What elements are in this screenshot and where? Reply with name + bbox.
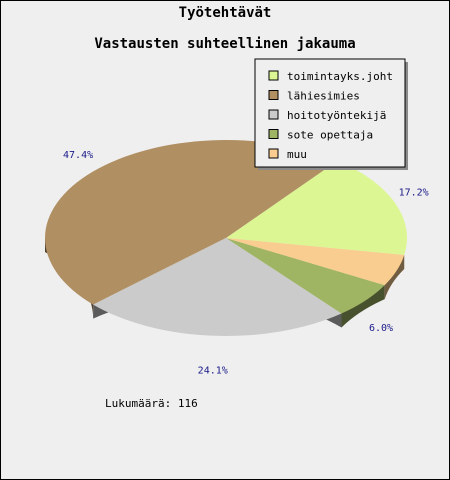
pct-label-lahiesimies: 47.4% [63,150,93,161]
legend-label-muu: muu [287,148,307,161]
legend-swatch-toimintayks-joht [268,70,279,81]
legend-swatch-hoitotyontekija [268,109,279,120]
legend-swatch-lahiesimies [268,90,279,100]
slice-muu [226,238,405,286]
legend-swatch-sote-opettaja [268,129,279,139]
pct-label-toimintayks-joht: 17.2% [399,188,429,199]
pct-label-sote-opettaja: 6.0% [369,323,393,334]
legend-label-sote-opettaja: sote opettaja [287,129,373,142]
slice-toimintayks-joht [226,160,408,256]
count-label: Lukumäärä: 116 [105,397,198,410]
legend-swatch-muu [268,148,279,159]
slice-hoitotyontekija [93,238,342,337]
legend-label-toimintayks-joht: toimintayks.joht [287,70,393,83]
legend-label-lahiesimies: lähiesimies [287,90,360,103]
legend: toimintayks.joht lähiesimies hoitotyönteki… [254,58,408,170]
slice-side-sote-opettaja [341,285,385,328]
pct-label-hoitotyontekija: 24.1% [198,366,228,377]
chart-title: Työtehtävät [178,5,272,21]
slice-sote-opettaja [226,238,385,314]
chart-subtitle: Vastausten suhteellinen jakauma [94,36,356,52]
slice-lahiesimies [45,140,338,305]
legend-box [254,58,406,168]
legend-label-hoitotyontekija: hoitotyöntekijä [287,109,386,122]
